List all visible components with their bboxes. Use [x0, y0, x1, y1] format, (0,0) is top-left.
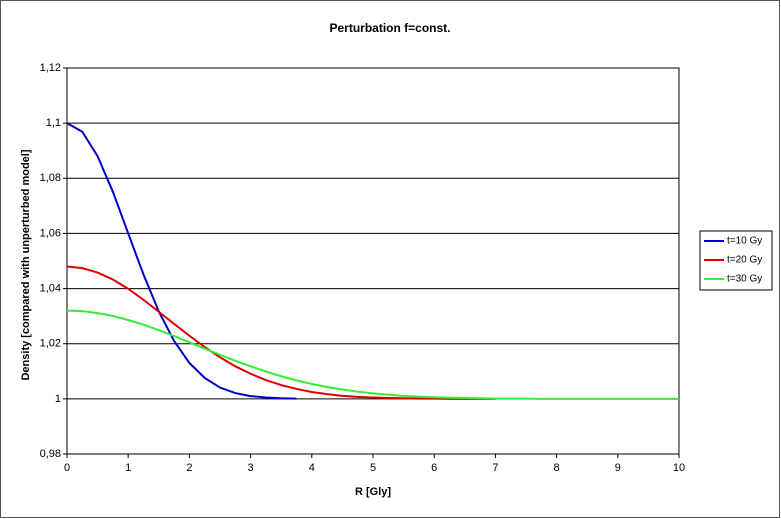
x-tick-label: 5 — [370, 462, 376, 474]
y-tick-label: 1,08 — [40, 172, 61, 184]
chart-title: Perturbation f=const. — [329, 21, 450, 35]
x-tick-label: 10 — [673, 462, 685, 474]
x-tick-label: 9 — [615, 462, 621, 474]
series-line — [66, 122, 297, 400]
y-tick-label: 0,98 — [40, 448, 61, 460]
legend-label: t=20 Gy — [727, 255, 762, 266]
y-tick-label: 1,02 — [40, 338, 61, 350]
y-tick-label: 1,06 — [40, 227, 61, 239]
x-tick-label: 3 — [248, 462, 254, 474]
legend-label: t=10 Gy — [727, 236, 762, 247]
series-line — [66, 265, 496, 400]
x-tick-label: 4 — [309, 462, 315, 474]
y-tick-label: 1 — [55, 393, 61, 405]
y-axis-label: Density [compared with unperturbed model… — [20, 149, 32, 380]
y-tick-label: 1,04 — [40, 282, 61, 294]
y-tick-label: 1,1 — [46, 117, 61, 129]
plot-area — [66, 67, 680, 455]
series-line — [66, 309, 679, 400]
x-tick-label: 6 — [431, 462, 437, 474]
x-tick-label: 1 — [125, 462, 131, 474]
x-tick-label: 8 — [554, 462, 560, 474]
x-axis-label: R [Gly] — [355, 486, 391, 498]
y-tick-label: 1,12 — [40, 62, 61, 74]
legend-label: t=30 Gy — [727, 274, 762, 285]
x-tick-label: 0 — [64, 462, 70, 474]
x-tick-label: 7 — [492, 462, 498, 474]
x-tick-label: 2 — [186, 462, 192, 474]
